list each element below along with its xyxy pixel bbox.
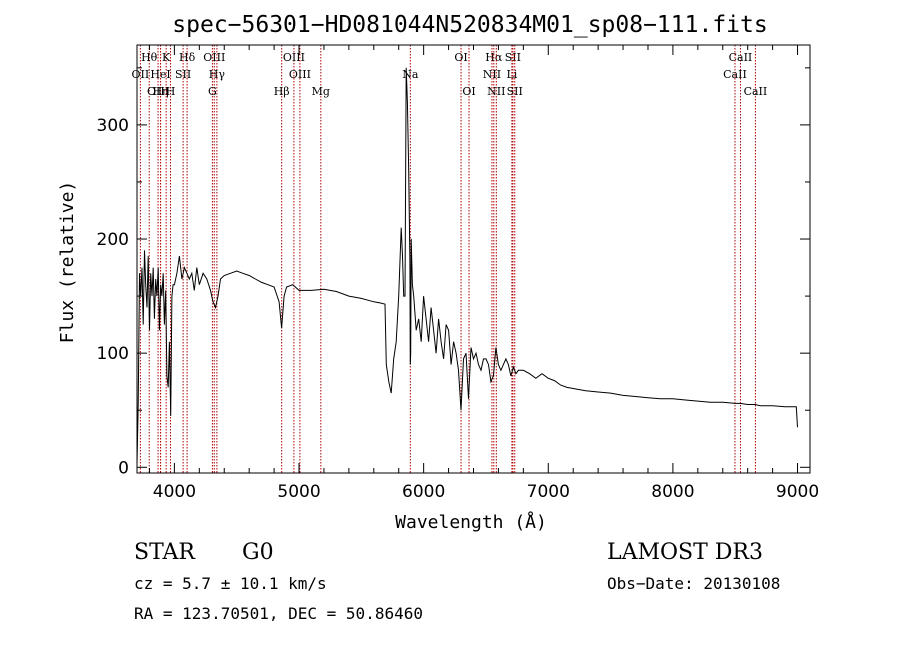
survey-name: LAMOST DR3 [607, 540, 763, 565]
spectral-line-label: OII [132, 68, 150, 81]
y-tick-label: 200 [97, 230, 129, 250]
y-tick-label: 100 [97, 344, 129, 364]
spectral-line-label: SII [507, 85, 523, 98]
spectral-line-label: Li [506, 68, 517, 81]
y-axis: 0 100 200 300 [97, 67, 810, 478]
spectral-line-label: CaII [729, 51, 753, 64]
x-axis: 4000 5000 6000 7000 8000 9000 [148, 45, 819, 502]
x-tick-label: 9000 [776, 482, 819, 502]
spectral-line-label: Mg [312, 85, 330, 98]
spectral-line-label: Hβ [274, 85, 290, 98]
obs-date: Obs−Date: 20130108 [607, 574, 781, 593]
chart-title: spec−56301−HD081044N520834M01_sp08−111.f… [172, 12, 767, 38]
spectral-line-label: HeI [150, 68, 170, 81]
y-tick-label: 0 [118, 458, 129, 478]
plot-frame [136, 44, 811, 474]
spectrum-line [136, 67, 798, 466]
spectral-line-label: OIII [289, 68, 311, 81]
spectral-line-label: Hα [485, 51, 503, 64]
spectral-line-label: OIII [203, 51, 225, 64]
spectral-line-label: H [166, 85, 176, 98]
spectral-line-label: SII [505, 51, 521, 64]
spectral-line-label: K [162, 51, 171, 64]
x-tick-label: 6000 [402, 482, 445, 502]
x-tick-label: 5000 [277, 482, 320, 502]
ra-dec: RA = 123.70501, DEC = 50.86460 [134, 604, 423, 623]
spectral-line-label: CaII [723, 68, 747, 81]
x-tick-label: 8000 [651, 482, 694, 502]
object-subclass: G0 [242, 540, 274, 565]
spectral-line-label: OIII [283, 51, 305, 64]
x-tick-label: 4000 [153, 482, 196, 502]
object-class: STAR [134, 540, 195, 565]
spectral-line-label: Na [402, 68, 419, 81]
spectral-line-label: OIII [147, 85, 169, 98]
spectral-line-label: NII [487, 85, 505, 98]
spectral-line-label: CaII [744, 85, 768, 98]
spectral-line-label: SII [175, 68, 191, 81]
spectral-line-label: G [208, 85, 217, 98]
spectral-line-label: Hγ [209, 68, 226, 81]
spectral-line-label: Hη [152, 85, 168, 98]
spectral-line-label: OI [462, 85, 475, 98]
x-axis-label: Wavelength (Å) [395, 511, 547, 533]
spectral-line-label: NII [483, 68, 501, 81]
spectral-line-label: Hδ [179, 51, 196, 64]
y-axis-label: Flux (relative) [57, 181, 78, 344]
spectral-line-label: OI [454, 51, 467, 64]
x-tick-label: 7000 [527, 482, 570, 502]
redshift-cz: cz = 5.7 ± 10.1 km/s [134, 574, 327, 593]
spectral-line-label: Hθ [141, 51, 158, 64]
y-tick-label: 300 [97, 116, 129, 136]
